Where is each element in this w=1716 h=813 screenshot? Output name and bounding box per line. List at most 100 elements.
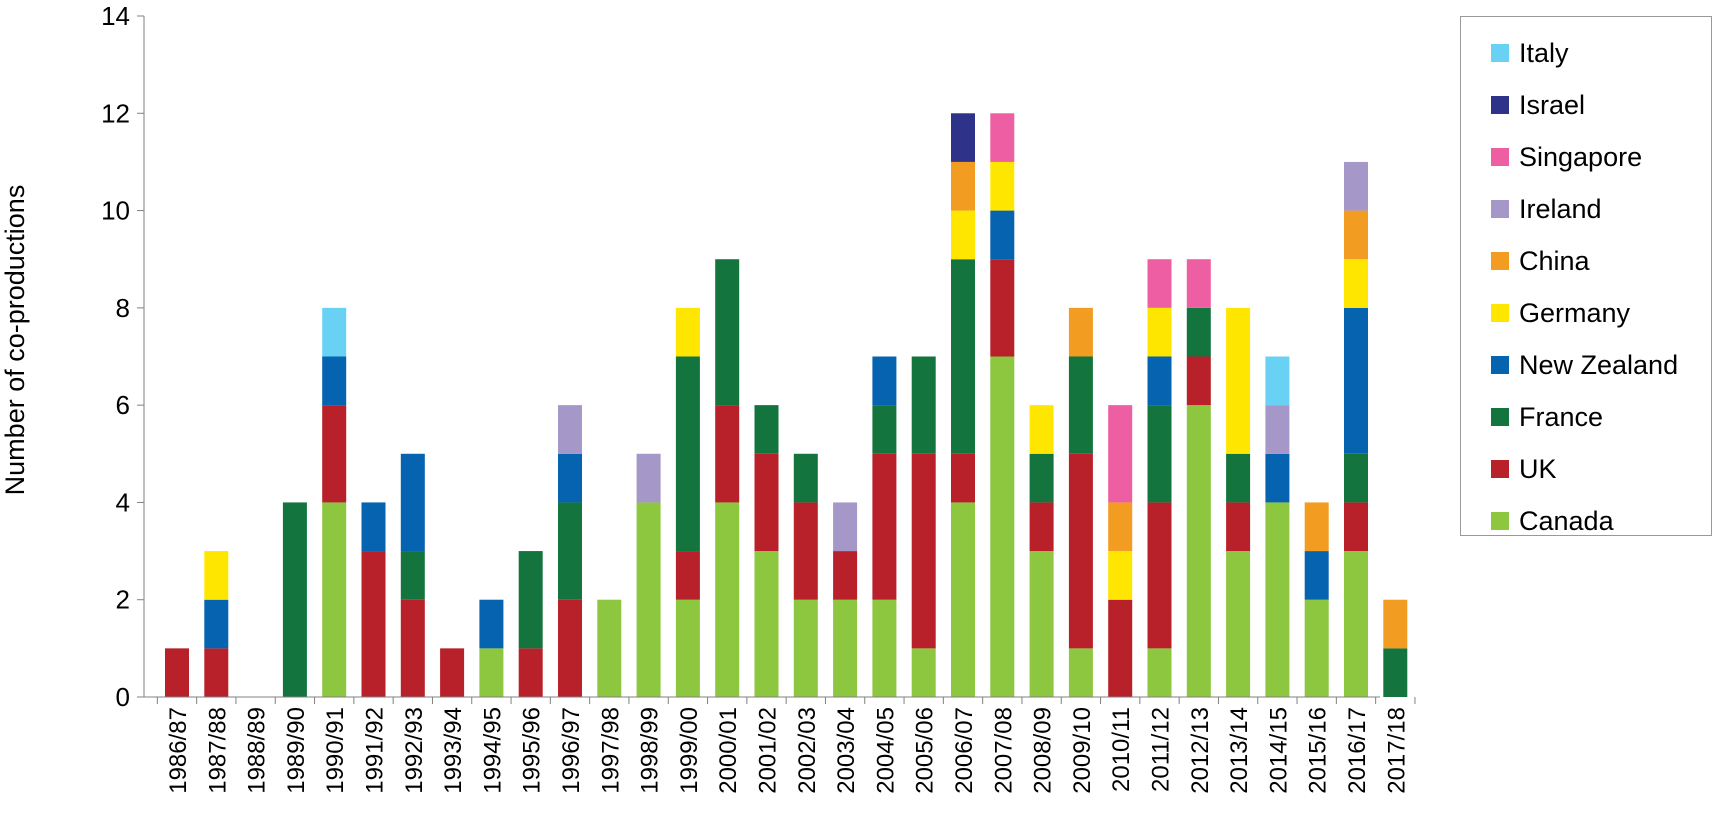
x-tick-label: 1996/97 (558, 707, 585, 794)
bar-segment-new-zealand-1996-97 (558, 453, 582, 503)
bar-segment-ireland-2003-04 (833, 502, 858, 552)
x-tick-label: 1986/87 (165, 707, 192, 794)
x-tick-label: 2014/15 (1265, 707, 1292, 794)
x-tick-label: 2011/12 (1148, 707, 1175, 792)
legend-swatch (1491, 512, 1509, 530)
bar-segment-singapore-2007-08 (990, 113, 1015, 162)
x-axis-ticks: 1986/87 1987/88 1988/89 1989/90 1990/91 1991/… (156, 697, 1416, 794)
legend-swatch (1491, 304, 1509, 322)
legend-swatch (1491, 356, 1509, 374)
x-tick-label: 2001/02 (755, 707, 782, 794)
y-axis-ticks: 0 2 4 6 8 10 12 14 (101, 1, 144, 712)
x-tick-label: 2013/14 (1226, 707, 1253, 794)
legend: Italy Israel Singapore Ireland China Germany N… (1460, 16, 1712, 536)
legend-swatch (1491, 200, 1509, 218)
bar-segment-germany-1987-88 (204, 551, 229, 600)
legend-swatch (1491, 44, 1509, 62)
bar-segment-uk-2013-14 (1226, 502, 1251, 552)
bar-segment-ireland-2014-15 (1265, 405, 1290, 454)
legend-item-israel: Israel (1461, 79, 1711, 131)
x-tick-label: 2009/10 (1069, 707, 1096, 794)
x-tick-label: 1993/94 (440, 707, 467, 794)
legend-item-canada: Canada (1461, 495, 1711, 547)
legend-swatch (1491, 460, 1509, 478)
bar-segment-new-zealand-2004-05 (872, 356, 897, 406)
bar-segment-china-2010-11 (1108, 502, 1133, 552)
x-tick-label: 2007/08 (990, 707, 1017, 794)
x-tick-label: 1990/91 (322, 707, 349, 794)
bar-segment-italy-2014-15 (1265, 356, 1290, 406)
bar-segment-china-2015-16 (1304, 502, 1329, 552)
axes (143, 16, 1380, 698)
legend-item-new-zealand: New Zealand (1461, 339, 1711, 391)
bar-segment-germany-2006-07 (951, 210, 975, 260)
legend-label: Ireland (1519, 193, 1602, 224)
bar-segment-uk-2009-10 (1068, 453, 1093, 649)
bar-segment-italy-1990-91 (322, 307, 347, 357)
x-tick-label: 2003/04 (833, 707, 860, 794)
bar-segment-france-1996-97 (558, 502, 582, 600)
bar-segment-new-zealand-2015-16 (1304, 551, 1329, 600)
x-tick-label: 1997/98 (597, 707, 624, 794)
bar-segment-uk-2004-05 (872, 453, 897, 600)
bar-segment-france-1989-90 (282, 502, 307, 697)
legend-label: Canada (1519, 505, 1614, 536)
y-tick-label: 12 (101, 98, 130, 128)
bar-segment-uk-2007-08 (990, 259, 1015, 357)
x-tick-label: 2006/07 (951, 707, 978, 794)
bar-segment-uk-1996-97 (558, 599, 582, 697)
x-tick-label: 1992/93 (401, 707, 428, 794)
bar-segment-france-2016-17 (1344, 453, 1368, 503)
bar-segment-france-2005-06 (911, 356, 936, 454)
bar-segment-france-2011-12 (1147, 405, 1172, 503)
bar-segment-germany-2013-14 (1226, 307, 1251, 454)
legend-label: Italy (1519, 37, 1569, 68)
bar-segment-germany-2016-17 (1344, 259, 1368, 308)
x-tick-label: 1999/00 (676, 707, 703, 794)
bar-segment-canada-1990-91 (322, 502, 347, 697)
bar-segment-uk-1987-88 (204, 648, 229, 697)
bar-segment-new-zealand-1992-93 (400, 453, 425, 552)
bar-segment-china-2006-07 (951, 161, 975, 211)
legend-swatch (1491, 148, 1509, 166)
x-tick-label: 2000/01 (715, 707, 742, 794)
bar-segment-uk-1993-94 (440, 648, 465, 697)
bar-segment-france-1992-93 (400, 551, 425, 600)
bar-segment-new-zealand-2016-17 (1344, 307, 1368, 454)
x-tick-label: 2005/06 (912, 707, 939, 794)
bar-segment-uk-1991-92 (361, 551, 386, 697)
bar-segment-canada-2013-14 (1226, 551, 1251, 697)
bar-segment-france-2000-01 (715, 259, 740, 406)
legend-swatch (1491, 252, 1509, 270)
bar-segment-canada-2011-12 (1147, 648, 1172, 697)
bar-segment-new-zealand-2011-12 (1147, 356, 1172, 406)
legend-label: UK (1519, 453, 1557, 484)
bar-segment-uk-2012-13 (1186, 356, 1211, 406)
bar-segment-uk-2011-12 (1147, 502, 1172, 649)
legend-item-uk: UK (1461, 443, 1711, 495)
y-tick-label: 0 (116, 682, 130, 712)
legend-label: Israel (1519, 89, 1586, 120)
x-tick-label: 1994/95 (479, 707, 506, 794)
bar-segment-france-2008-09 (1029, 453, 1054, 503)
bar-segment-canada-1998-99 (636, 502, 661, 697)
bar-segment-uk-1992-93 (400, 599, 425, 697)
bar-segment-uk-2001-02 (754, 453, 779, 552)
legend-item-china: China (1461, 235, 1711, 287)
bar-segment-canada-2014-15 (1265, 502, 1290, 697)
bar-segment-uk-2006-07 (951, 453, 975, 503)
bar-segment-canada-2001-02 (754, 551, 779, 697)
bar-segment-france-2012-13 (1186, 307, 1211, 357)
legend-label: New Zealand (1519, 349, 1679, 380)
bar-segment-france-2002-03 (793, 453, 818, 503)
bar-segment-france-2009-10 (1068, 356, 1093, 454)
bar-segment-france-2001-02 (754, 405, 779, 454)
bar-segment-uk-1986-87 (165, 648, 189, 697)
bar-segment-china-2009-10 (1068, 307, 1093, 357)
bar-segment-germany-2008-09 (1029, 405, 1054, 454)
legend-label: Singapore (1519, 141, 1643, 172)
bar-segment-singapore-2011-12 (1147, 259, 1172, 308)
x-tick-label: 2017/18 (1383, 707, 1410, 794)
bar-segment-israel-2006-07 (951, 113, 975, 162)
